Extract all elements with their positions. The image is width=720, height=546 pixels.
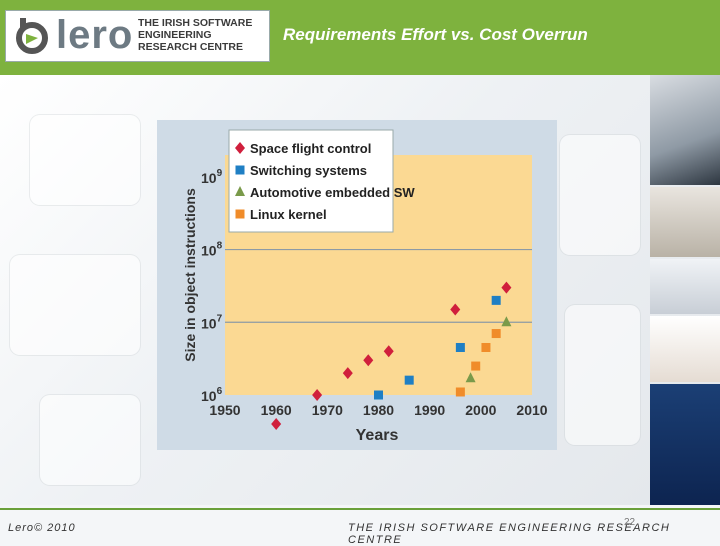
legend-label: Space flight control	[250, 141, 371, 156]
y-axis-label: Size in object instructions	[182, 188, 198, 362]
switching-systems-point	[404, 375, 414, 385]
logo-wordmark: lero	[56, 13, 134, 57]
space-flight-control-point	[342, 367, 353, 380]
lero-logo-icon	[16, 18, 48, 54]
linux-kernel-point	[471, 361, 481, 371]
switching-systems-point	[374, 390, 383, 400]
x-tick-label: 2000	[465, 402, 496, 418]
legend-marker	[235, 209, 245, 219]
x-tick-label: 1950	[209, 402, 240, 418]
space-flight-control-point	[312, 389, 323, 401]
switching-systems-point	[491, 295, 501, 305]
keyboard-image	[650, 259, 720, 314]
slide-title: Requirements Effort vs. Cost Overrun	[283, 25, 588, 44]
y-tick-label: 107	[201, 313, 223, 331]
legend-label: Linux kernel	[250, 207, 327, 222]
space-flight-control-point	[271, 417, 282, 430]
x-tick-label: 1960	[261, 402, 292, 418]
size-vs-years-chart: 1950 1960 1970 1980 1990 2000 2010 106 107 108 10…	[157, 120, 557, 450]
slide-header: lero THE IRISH SOFTWARE ENGINEERING RESE…	[0, 0, 720, 75]
x-tick-label: 2010	[516, 402, 547, 418]
legend-label: Switching systems	[250, 163, 367, 178]
space-flight-control-point	[501, 281, 512, 294]
switching-systems-point	[455, 342, 465, 352]
x-tick-label: 1980	[363, 402, 394, 418]
x-tick-label: 1970	[312, 402, 343, 418]
legend-marker	[235, 186, 245, 196]
chart-svg: 1950 1960 1970 1980 1990 2000 2010 106 107 108 10…	[182, 129, 548, 444]
linux-kernel-point	[481, 342, 491, 352]
linux-kernel-point	[455, 387, 465, 397]
y-tick-label: 109	[201, 168, 223, 186]
x-tick-label: 1990	[414, 402, 445, 418]
footer-org-name: THE IRISH SOFTWARE ENGINEERING RESEARCH …	[348, 522, 671, 546]
x-axis-label: Years	[356, 427, 399, 444]
y-tick-label: 106	[201, 386, 223, 404]
office-people-image	[650, 187, 720, 257]
space-flight-control-point	[450, 303, 461, 316]
space-flight-control-point	[363, 354, 374, 367]
automotive-embedded-sw-point	[465, 372, 476, 383]
woman-laptop-image	[650, 316, 720, 382]
page-number: 22	[624, 517, 636, 528]
y-tick-label: 108	[201, 241, 223, 259]
robot-face-image	[650, 75, 720, 185]
legend-marker	[235, 165, 245, 175]
legend-marker	[235, 142, 245, 154]
circuit-board-image	[650, 384, 720, 505]
automotive-embedded-sw-point	[501, 316, 512, 327]
space-flight-control-point	[383, 345, 394, 358]
footer-copyright: Lero© 2010	[8, 522, 76, 534]
footer-divider	[0, 508, 720, 510]
logo-subtitle: THE IRISH SOFTWARE ENGINEERING RESEARCH …	[138, 17, 253, 53]
legend-label: Automotive embedded SW	[250, 185, 415, 200]
lero-logo: lero THE IRISH SOFTWARE ENGINEERING RESE…	[5, 10, 270, 62]
linux-kernel-point	[491, 329, 501, 339]
chart-legend: Space flight control Switching systems Aut…	[228, 129, 415, 233]
photo-strip	[650, 75, 720, 505]
